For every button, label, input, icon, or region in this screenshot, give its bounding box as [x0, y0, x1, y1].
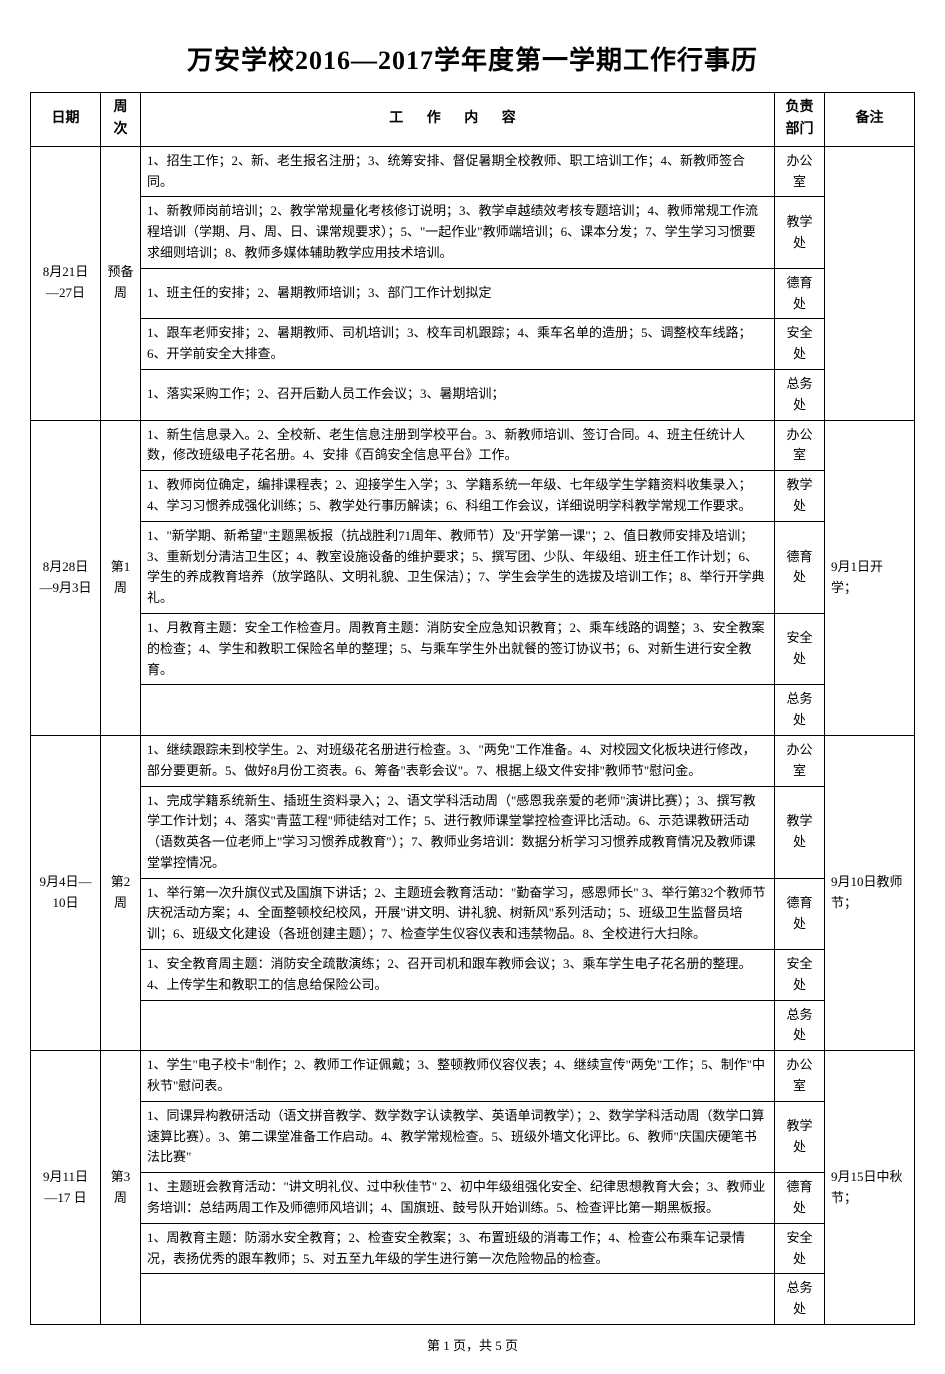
cell-content: 1、教师岗位确定，编排课程表；2、迎接学生入学；3、学籍系统一年级、七年级学生学… — [141, 471, 775, 522]
cell-content: 1、同课异构教研活动（语文拼音教学、数学数字认读教学、英语单词教学）；2、数学学… — [141, 1101, 775, 1172]
table-row: 总务处 — [31, 685, 915, 736]
cell-content: 1、举行第一次升旗仪式及国旗下讲话；2、主题班会教育活动："勤奋学习，感恩师长"… — [141, 878, 775, 949]
cell-dept: 教学处 — [775, 786, 825, 878]
header-dept: 负责部门 — [775, 93, 825, 147]
cell-date: 9月4日—10日 — [31, 735, 101, 1050]
cell-content: 1、班主任的安排；2、暑期教师培训；3、部门工作计划拟定 — [141, 268, 775, 319]
cell-week: 第3周 — [101, 1051, 141, 1325]
header-week: 周次 — [101, 93, 141, 147]
cell-note — [825, 146, 915, 420]
cell-content: 1、招生工作；2、新、老生报名注册；3、统筹安排、督促暑期全校教师、职工培训工作… — [141, 146, 775, 197]
cell-note: 9月1日开学； — [825, 420, 915, 735]
cell-content — [141, 685, 775, 736]
cell-week: 预备周 — [101, 146, 141, 420]
cell-dept: 总务处 — [775, 1274, 825, 1325]
cell-dept: 安全处 — [775, 613, 825, 684]
cell-dept: 总务处 — [775, 369, 825, 420]
cell-dept: 德育处 — [775, 878, 825, 949]
table-row: 1、安全教育周主题：消防安全疏散演练；2、召开司机和跟车教师会议；3、乘车学生电… — [31, 950, 915, 1001]
cell-date: 8月21日—27日 — [31, 146, 101, 420]
header-date: 日期 — [31, 93, 101, 147]
cell-date: 9月11日—17 日 — [31, 1051, 101, 1325]
table-row: 总务处 — [31, 1274, 915, 1325]
table-row: 1、主题班会教育活动："讲文明礼仪、过中秋佳节" 2、初中年级组强化安全、纪律思… — [31, 1173, 915, 1224]
table-row: 1、月教育主题：安全工作检查月。周教育主题：消防安全应急知识教育；2、乘车线路的… — [31, 613, 915, 684]
cell-content: 1、新教师岗前培训；2、教学常规量化考核修订说明；3、教学卓越绩效考核专题培训；… — [141, 197, 775, 268]
cell-dept: 德育处 — [775, 1173, 825, 1224]
cell-dept: 教学处 — [775, 1101, 825, 1172]
cell-dept: 安全处 — [775, 1223, 825, 1274]
cell-dept: 教学处 — [775, 471, 825, 522]
cell-dept: 办公室 — [775, 146, 825, 197]
header-content: 工 作 内 容 — [141, 93, 775, 147]
cell-dept: 教学处 — [775, 197, 825, 268]
table-row: 1、同课异构教研活动（语文拼音教学、数学数字认读教学、英语单词教学）；2、数学学… — [31, 1101, 915, 1172]
cell-note: 9月10日教师节； — [825, 735, 915, 1050]
table-row: 1、班主任的安排；2、暑期教师培训；3、部门工作计划拟定德育处 — [31, 268, 915, 319]
cell-content: 1、"新学期、新希望"主题黑板报（抗战胜利71周年、教师节）及"开学第一课"；2… — [141, 521, 775, 613]
table-row: 1、落实采购工作；2、召开后勤人员工作会议；3、暑期培训；总务处 — [31, 369, 915, 420]
cell-content: 1、月教育主题：安全工作检查月。周教育主题：消防安全应急知识教育；2、乘车线路的… — [141, 613, 775, 684]
cell-week: 第1周 — [101, 420, 141, 735]
cell-dept: 总务处 — [775, 685, 825, 736]
cell-content: 1、主题班会教育活动："讲文明礼仪、过中秋佳节" 2、初中年级组强化安全、纪律思… — [141, 1173, 775, 1224]
cell-dept: 办公室 — [775, 1051, 825, 1102]
table-row: 8月21日—27日预备周1、招生工作；2、新、老生报名注册；3、统筹安排、督促暑… — [31, 146, 915, 197]
cell-content: 1、新生信息录入。2、全校新、老生信息注册到学校平台。3、新教师培训、签订合同。… — [141, 420, 775, 471]
table-header-row: 日期 周次 工 作 内 容 负责部门 备注 — [31, 93, 915, 147]
table-row: 1、举行第一次升旗仪式及国旗下讲话；2、主题班会教育活动："勤奋学习，感恩师长"… — [31, 878, 915, 949]
cell-dept: 总务处 — [775, 1000, 825, 1051]
table-row: 1、新教师岗前培训；2、教学常规量化考核修订说明；3、教学卓越绩效考核专题培训；… — [31, 197, 915, 268]
cell-dept: 德育处 — [775, 521, 825, 613]
cell-content: 1、跟车老师安排；2、暑期教师、司机培训；3、校车司机跟踪；4、乘车名单的造册；… — [141, 319, 775, 370]
table-row: 1、"新学期、新希望"主题黑板报（抗战胜利71周年、教师节）及"开学第一课"；2… — [31, 521, 915, 613]
cell-content: 1、落实采购工作；2、召开后勤人员工作会议；3、暑期培训； — [141, 369, 775, 420]
table-row: 1、教师岗位确定，编排课程表；2、迎接学生入学；3、学籍系统一年级、七年级学生学… — [31, 471, 915, 522]
cell-content: 1、继续跟踪未到校学生。2、对班级花名册进行检查。3、"两免"工作准备。4、对校… — [141, 735, 775, 786]
cell-dept: 德育处 — [775, 268, 825, 319]
cell-content — [141, 1000, 775, 1051]
table-row: 1、周教育主题：防溺水安全教育；2、检查安全教案；3、布置班级的消毒工作；4、检… — [31, 1223, 915, 1274]
table-row: 9月4日—10日第2周1、继续跟踪未到校学生。2、对班级花名册进行检查。3、"两… — [31, 735, 915, 786]
cell-content: 1、学生"电子校卡"制作；2、教师工作证佩戴；3、整顿教师仪容仪表；4、继续宣传… — [141, 1051, 775, 1102]
cell-content — [141, 1274, 775, 1325]
cell-dept: 安全处 — [775, 950, 825, 1001]
table-row: 总务处 — [31, 1000, 915, 1051]
cell-note: 9月15日中秋节； — [825, 1051, 915, 1325]
cell-dept: 办公室 — [775, 735, 825, 786]
cell-date: 8月28日—9月3日 — [31, 420, 101, 735]
cell-content: 1、完成学籍系统新生、插班生资料录入；2、语文学科活动周（"感恩我亲爱的老师"演… — [141, 786, 775, 878]
table-row: 9月11日—17 日第3周1、学生"电子校卡"制作；2、教师工作证佩戴；3、整顿… — [31, 1051, 915, 1102]
table-row: 8月28日—9月3日第1周1、新生信息录入。2、全校新、老生信息注册到学校平台。… — [31, 420, 915, 471]
cell-content: 1、周教育主题：防溺水安全教育；2、检查安全教案；3、布置班级的消毒工作；4、检… — [141, 1223, 775, 1274]
calendar-table: 日期 周次 工 作 内 容 负责部门 备注 8月21日—27日预备周1、招生工作… — [30, 92, 915, 1325]
header-note: 备注 — [825, 93, 915, 147]
table-row: 1、跟车老师安排；2、暑期教师、司机培训；3、校车司机跟踪；4、乘车名单的造册；… — [31, 319, 915, 370]
cell-dept: 办公室 — [775, 420, 825, 471]
page-title: 万安学校2016—2017学年度第一学期工作行事历 — [30, 40, 915, 77]
page-footer: 第 1 页，共 5 页 — [30, 1335, 915, 1354]
cell-week: 第2周 — [101, 735, 141, 1050]
cell-content: 1、安全教育周主题：消防安全疏散演练；2、召开司机和跟车教师会议；3、乘车学生电… — [141, 950, 775, 1001]
table-row: 1、完成学籍系统新生、插班生资料录入；2、语文学科活动周（"感恩我亲爱的老师"演… — [31, 786, 915, 878]
cell-dept: 安全处 — [775, 319, 825, 370]
